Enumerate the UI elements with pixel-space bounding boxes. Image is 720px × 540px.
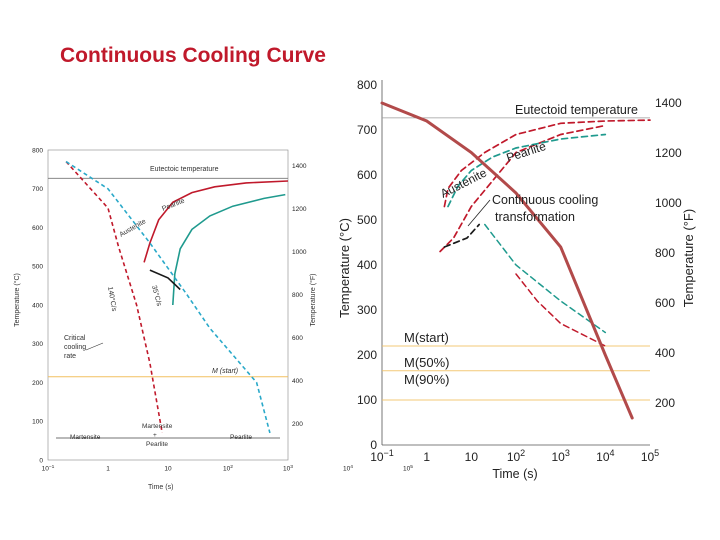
y-tick-right-label: 1200 [292,206,307,213]
y-tick-label: 700 [357,123,377,137]
x-tick-label: 1 [423,450,430,464]
y-tick-right-label: 400 [655,346,675,360]
left-mp-label-2: + [153,432,157,439]
y-tick-label: 600 [32,225,43,232]
left-chart: 0100200300400500600700800200400600800100… [13,147,413,491]
left-x-axis-label: Time (s) [148,484,173,491]
y-tick-label: 400 [357,258,377,272]
y-tick-right-label: 200 [292,421,303,428]
right-chart: 0 100 200 300 400 500 600 700 800 200 400 600 800 100… [337,78,696,481]
y-tick-label: 600 [357,168,377,182]
left-y-axis-right-label: Temperature (°F) [309,274,317,327]
left-pearlite-label: Pearlite [161,197,186,212]
y-tick-label: 100 [357,393,377,407]
right-eutectoid-label: Eutectoid temperature [515,103,638,117]
right-pearlite-label: Pearlite [505,139,548,165]
right-continuous-pointer [467,199,491,227]
x-tick-label: 105 [403,464,413,473]
y-tick-right-label: 1000 [655,196,682,210]
y-tick-right-label: 1400 [655,96,682,110]
y-tick-right-label: 400 [292,378,303,385]
y-tick-right-label: 1200 [655,146,682,160]
right-series-lower-red-branch [515,273,607,347]
left-y-axis-label: Temperature (°C) [13,273,21,327]
x-tick-label: 103 [551,448,569,464]
left-mp-label-1: Martensite [142,423,173,430]
right-x-axis-label: Time (s) [492,467,537,481]
x-tick-label: 105 [641,448,659,464]
y-tick-label: 800 [357,78,377,92]
left-m-start-label: M (start) [212,368,238,375]
y-tick-right-label: 800 [292,292,303,299]
right-series-pearlite-finish [447,133,607,208]
left-series-pearlite-start [143,180,289,263]
right-chart-ticks: 0 100 200 300 400 500 600 700 800 200 400 600 800 100… [357,78,682,464]
left-mp-label-3: Pearlite [146,441,168,448]
x-tick-label: 10−1 [370,448,394,464]
x-tick-label: 1 [106,466,110,473]
left-cooling-140-label: 140°C/s [106,286,118,312]
left-austenite-label: Austenite [119,218,148,239]
y-tick-label: 500 [32,264,43,271]
left-critical-label-1: Critical [64,335,86,342]
left-critical-label-3: rate [64,353,76,360]
y-tick-label: 400 [32,302,43,309]
y-tick-label: 0 [39,457,43,464]
right-y-axis-right-label: Temperature (°F) [681,209,696,307]
y-tick-right-label: 600 [655,296,675,310]
left-critical-label-2: cooling [64,344,86,351]
y-tick-label: 700 [32,186,43,193]
x-tick-label: 102 [507,448,525,464]
y-tick-right-label: 200 [655,396,675,410]
x-tick-label: 10−1 [42,464,55,473]
y-tick-right-label: 800 [655,246,675,260]
right-series-austenite-boundary [439,124,607,253]
y-tick-right-label: 600 [292,335,303,342]
left-series-transformation [149,269,181,291]
y-tick-label: 300 [357,303,377,317]
x-tick-label: 10 [164,466,172,473]
y-tick-label: 200 [357,348,377,362]
left-critical-pointer [85,342,104,351]
left-chart-grid [48,177,288,378]
left-series-cooling-35 [65,160,271,434]
y-tick-label: 100 [32,419,43,426]
right-m-50-label: M(50%) [404,355,450,370]
right-series-cooling-curve [380,101,634,420]
y-tick-label: 500 [357,213,377,227]
right-m-start-label: M(start) [404,330,449,345]
y-tick-right-label: 1000 [292,249,307,256]
right-continuous-label-2: transformation [495,210,575,224]
slide-title: Continuous Cooling Curve [60,44,326,67]
right-continuous-label-1: Continuous cooling [492,193,598,207]
y-tick-label: 200 [32,380,43,387]
left-chart-frame [47,149,289,461]
left-chart-ticks: 0100200300400500600700800200400600800100… [32,147,413,472]
right-chart-series [380,101,651,420]
right-m-90-label: M(90%) [404,372,450,387]
right-y-axis-label: Temperature (°C) [337,218,352,318]
right-series-lower-teal-branch [484,223,607,334]
y-tick-label: 0 [370,438,377,452]
left-series-cooling-140 [65,161,163,434]
left-pearlite-right-label: Pearlite [230,434,252,441]
x-tick-label: 104 [343,464,353,473]
right-chart-grid [382,117,650,401]
left-series-pearlite-finish [172,193,286,306]
x-tick-label: 10 [465,450,479,464]
x-tick-label: 104 [596,448,614,464]
right-series-continuous-transformation [443,223,481,248]
right-series-pearlite-start [443,119,651,208]
y-tick-label: 300 [32,341,43,348]
left-chart-series [56,160,289,439]
y-tick-label: 800 [32,147,43,154]
left-eutectoid-label: Eutectoic temperature [150,166,219,173]
left-cooling-35-label: 35°C/s [150,284,163,307]
x-tick-label: 103 [283,464,293,473]
left-martensite-label: Martensite [70,434,101,441]
x-tick-label: 102 [223,464,233,473]
y-tick-right-label: 1400 [292,163,307,170]
